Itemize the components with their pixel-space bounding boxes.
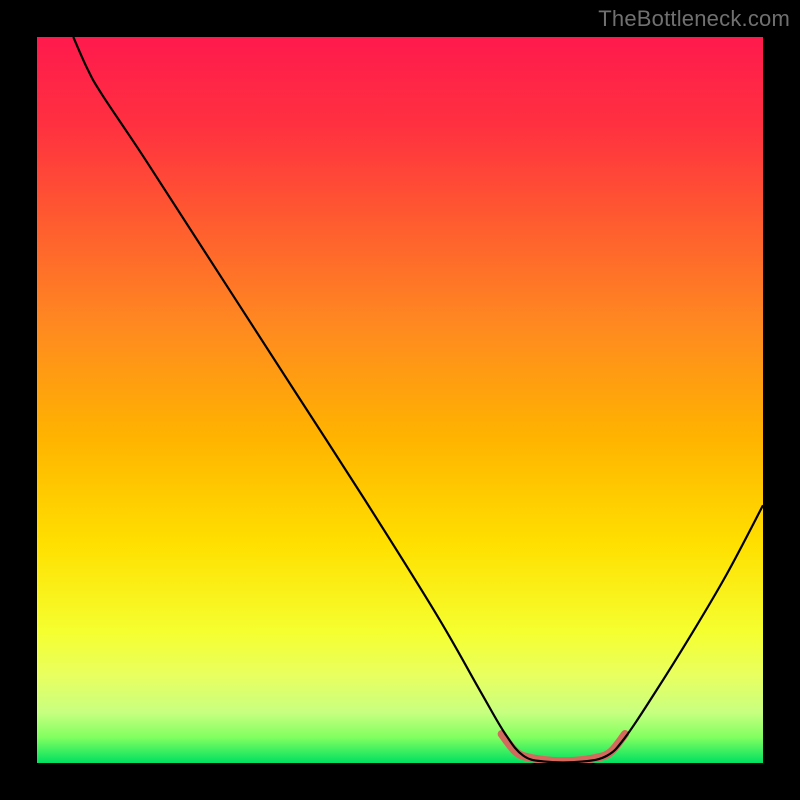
chart-frame: TheBottleneck.com bbox=[0, 0, 800, 800]
plot-area bbox=[37, 37, 763, 763]
bottleneck-line bbox=[73, 37, 763, 762]
attribution-label: TheBottleneck.com bbox=[598, 6, 790, 32]
bottleneck-curve bbox=[37, 37, 763, 763]
